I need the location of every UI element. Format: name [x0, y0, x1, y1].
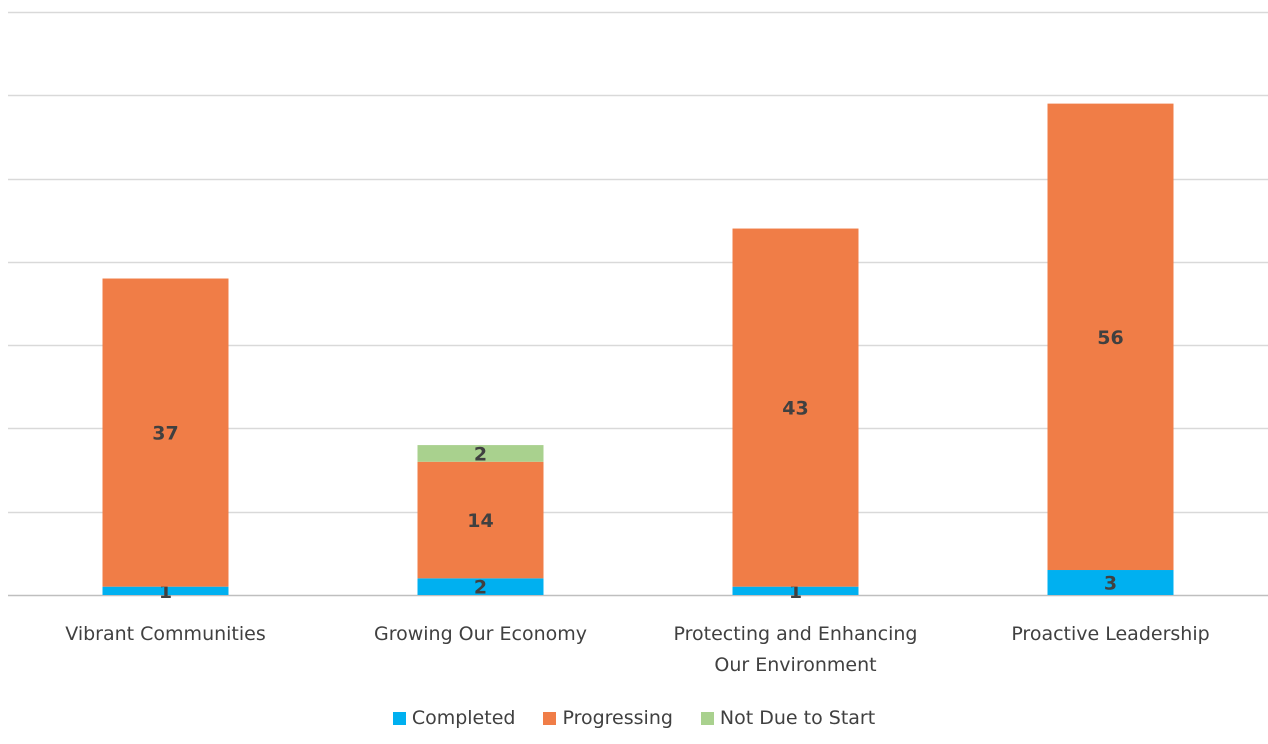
bar-not-due-to-start — [417, 445, 544, 462]
bar-completed — [732, 586, 859, 595]
data-label: 37 — [152, 423, 178, 445]
legend-item-progressing: Progressing — [543, 707, 673, 729]
legend-swatch — [700, 711, 714, 725]
data-label: 56 — [1097, 327, 1123, 349]
legend-label: Not Due to Start — [719, 707, 876, 729]
bar-completed — [417, 578, 544, 595]
bar-completed — [102, 586, 229, 595]
x-tick-label: Vibrant Communities — [65, 623, 266, 645]
x-tick-label: Our Environment — [714, 654, 876, 676]
legend-swatch — [543, 711, 557, 725]
bar-progressing — [1047, 103, 1174, 571]
bar-progressing — [732, 228, 859, 587]
x-tick-label: Proactive Leadership — [1011, 623, 1209, 645]
legend-item-not-due-to-start: Not Due to Start — [700, 707, 876, 729]
data-label: 2 — [474, 577, 487, 599]
bar-progressing — [102, 278, 229, 587]
legend-item-completed: Completed — [392, 707, 516, 729]
data-label: 3 — [1104, 573, 1117, 595]
bar-completed — [1047, 570, 1174, 595]
x-tick-label: Protecting and Enhancing — [674, 623, 918, 645]
legend-swatch — [392, 711, 406, 725]
x-tick-label: Growing Our Economy — [374, 623, 587, 645]
data-label: 14 — [467, 510, 493, 532]
bar-progressing — [417, 461, 544, 579]
data-label: 43 — [782, 398, 808, 420]
legend-label: Progressing — [562, 707, 673, 729]
data-label: 2 — [474, 443, 487, 465]
legend: Completed Progressing Not Due to Start — [0, 707, 1268, 729]
legend-label: Completed — [411, 707, 516, 729]
